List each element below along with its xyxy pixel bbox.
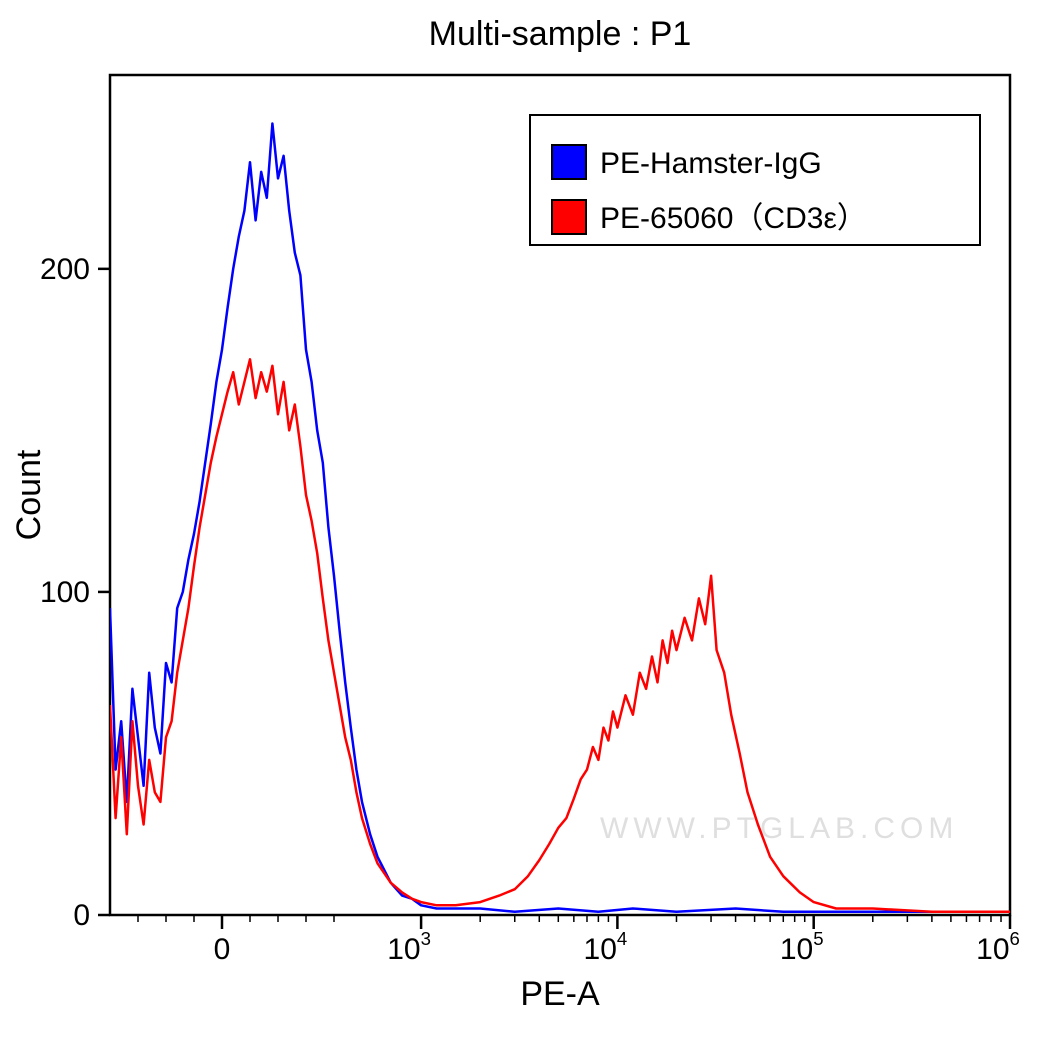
legend-label: PE-Hamster-IgG xyxy=(600,147,822,180)
legend-swatch xyxy=(552,145,586,179)
x-tick-label: 105 xyxy=(780,928,824,966)
legend-label: PE-65060（CD3ε） xyxy=(600,202,867,235)
x-tick-label: 0 xyxy=(214,933,231,966)
chart-container: Multi-sample : P1 0 100 200 Count 0 103 104 105 1… xyxy=(0,0,1040,1037)
x-tick-label: 103 xyxy=(387,928,431,966)
x-axis-label: PE-A xyxy=(520,975,600,1013)
flow-cytometry-histogram: Multi-sample : P1 0 100 200 Count 0 103 104 105 1… xyxy=(0,0,1040,1037)
y-tick-label: 100 xyxy=(40,576,90,609)
x-tick-label: 106 xyxy=(976,928,1020,966)
y-tick-label: 200 xyxy=(40,253,90,286)
chart-title: Multi-sample : P1 xyxy=(429,15,692,53)
y-axis-label: Count xyxy=(10,449,48,540)
legend-swatch xyxy=(552,200,586,234)
watermark: WWW.PTGLAB.COM xyxy=(600,812,958,845)
y-tick-label: 0 xyxy=(73,899,90,932)
x-tick-label: 104 xyxy=(584,928,628,966)
